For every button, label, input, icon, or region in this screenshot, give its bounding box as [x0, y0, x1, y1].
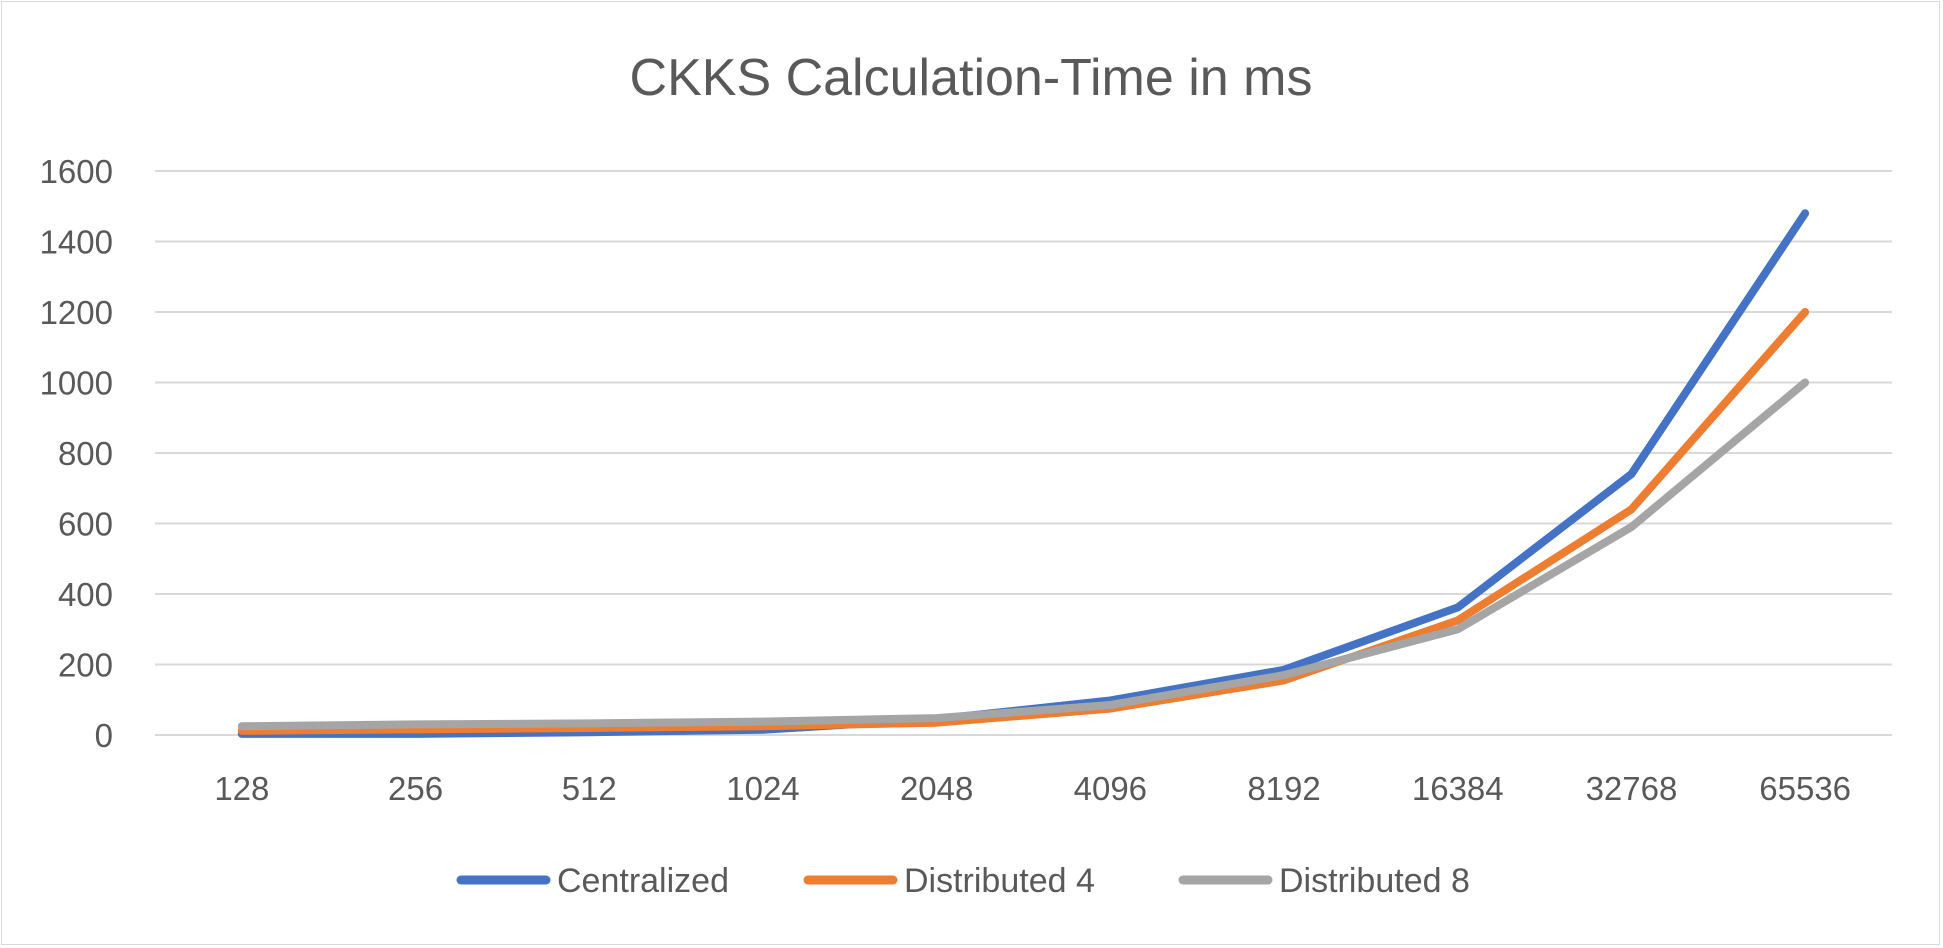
x-tick-label: 2048: [900, 770, 973, 807]
y-tick-label: 0: [95, 717, 113, 754]
x-tick-label: 512: [562, 770, 617, 807]
legend: Centralized Distributed 4 Distributed 8: [456, 862, 1470, 900]
chart-title: CKKS Calculation-Time in ms: [630, 49, 1313, 107]
y-tick-label: 800: [58, 435, 113, 472]
x-tick-label: 4096: [1074, 770, 1147, 807]
x-tick-label: 128: [214, 770, 269, 807]
y-tick-label: 1400: [40, 224, 113, 261]
y-tick-label: 400: [58, 576, 113, 613]
y-axis-ticks: 0 200 400 600 800 1000 1200 1400 1600: [40, 153, 113, 754]
x-tick-label: 256: [388, 770, 443, 807]
x-tick-label: 16384: [1412, 770, 1504, 807]
legend-label: Centralized: [557, 862, 729, 900]
series-line-distributed-4: [237, 308, 1810, 735]
legend-item-centralized: Centralized: [456, 862, 729, 900]
x-tick-label: 65536: [1759, 770, 1851, 807]
x-tick-label: 32768: [1586, 770, 1678, 807]
legend-item-distributed-4: Distributed 4: [803, 862, 1095, 900]
x-tick-label: 8192: [1247, 770, 1320, 807]
series-lines: [237, 209, 1810, 738]
y-tick-label: 600: [58, 506, 113, 543]
y-tick-label: 200: [58, 647, 113, 684]
legend-label: Distributed 4: [904, 862, 1095, 900]
series-line-distributed-8: [237, 378, 1810, 731]
x-tick-label: 1024: [726, 770, 799, 807]
series-line-centralized: [237, 209, 1810, 738]
legend-label: Distributed 8: [1279, 862, 1470, 900]
gridlines: [155, 170, 1892, 736]
y-tick-label: 1000: [40, 365, 113, 402]
y-tick-label: 1600: [40, 153, 113, 190]
legend-item-distributed-8: Distributed 8: [1178, 862, 1470, 900]
x-axis-ticks: 128 256 512 1024 2048 4096 8192 16384 32768 65536: [214, 770, 1851, 807]
y-tick-label: 1200: [40, 294, 113, 331]
